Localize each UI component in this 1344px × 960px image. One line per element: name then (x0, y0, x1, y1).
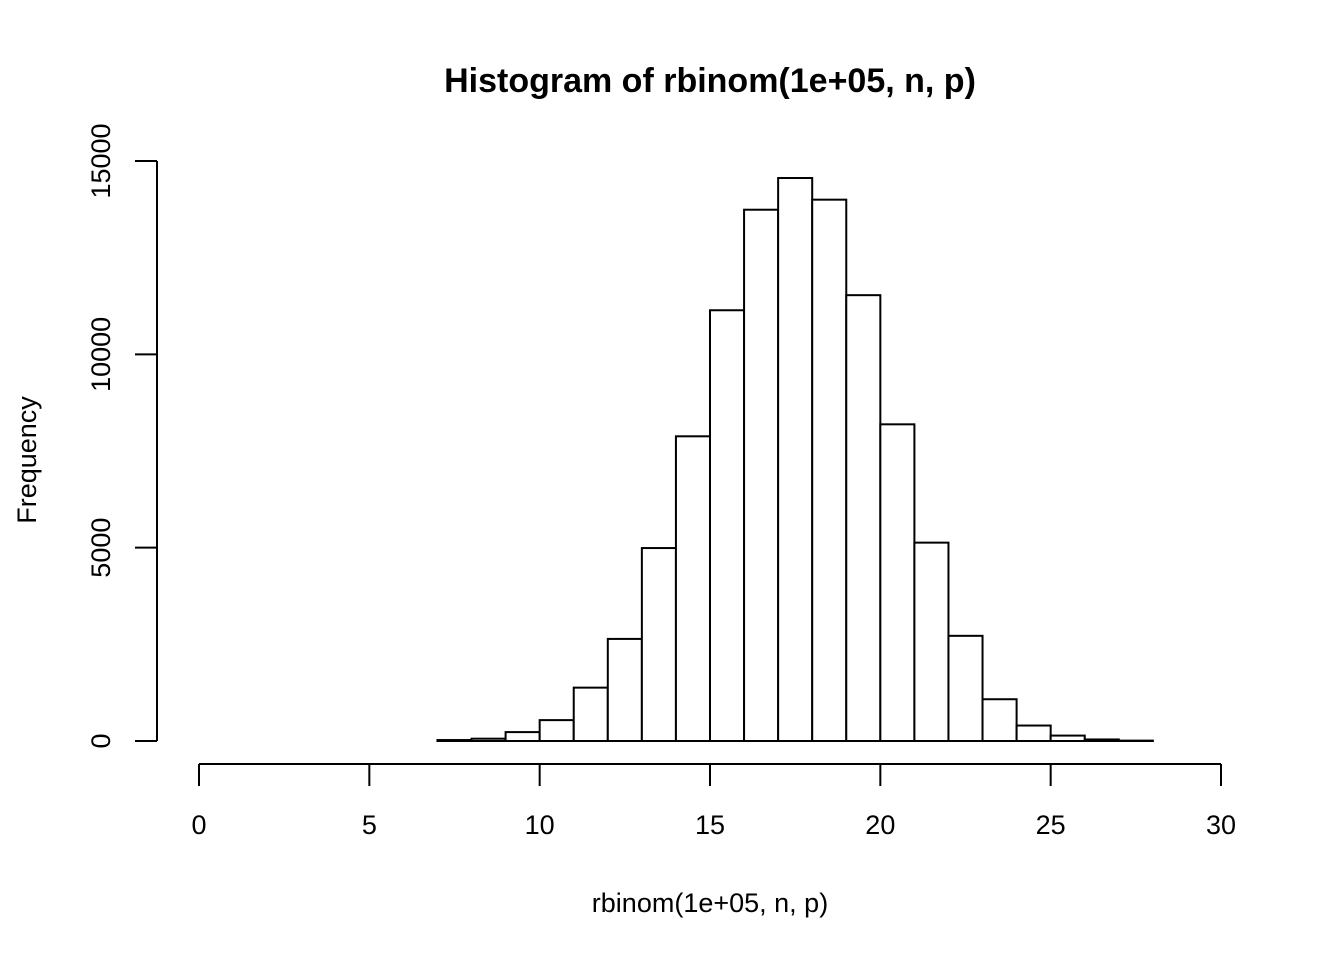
histogram-bar (436, 739, 473, 742)
y-axis: 0 5000 10000 15000 (86, 123, 158, 749)
y-tick-label: 15000 (86, 123, 116, 198)
bars-group (436, 177, 1154, 743)
histogram-bar (640, 547, 677, 743)
histogram-bar (504, 731, 541, 743)
histogram-bar (845, 294, 882, 742)
chart-title: Histogram of rbinom(1e+05, n, p) (444, 62, 976, 100)
x-tick-label: 5 (362, 810, 377, 840)
histogram-bar (1083, 738, 1120, 742)
histogram-bar (1015, 724, 1052, 742)
x-axis-label: rbinom(1e+05, n, p) (592, 888, 828, 918)
y-tick-label: 0 (86, 733, 116, 748)
histogram-bar (981, 698, 1018, 742)
y-tick-label: 10000 (86, 317, 116, 392)
x-tick-label: 10 (525, 810, 555, 840)
histogram-bar (674, 435, 712, 742)
histogram-bar (811, 198, 848, 742)
x-tick-label: 20 (865, 810, 895, 840)
x-tick-label: 15 (695, 810, 725, 840)
x-tick-label: 25 (1036, 810, 1066, 840)
histogram-bar (777, 177, 814, 743)
histogram-bar (879, 423, 916, 742)
histogram-bar (947, 634, 984, 742)
histogram-bar (743, 208, 780, 743)
histogram-bar (1049, 734, 1086, 743)
histogram-bar (538, 719, 575, 742)
histogram-bar (913, 541, 950, 743)
y-axis-label: Frequency (12, 396, 42, 524)
histogram-bar (709, 309, 746, 742)
histogram-bar (572, 686, 609, 743)
x-axis: 0 5 10 15 20 25 30 (191, 763, 1236, 840)
x-tick-label: 30 (1206, 810, 1236, 840)
histogram-bar (470, 737, 507, 742)
histogram-bar (606, 637, 643, 742)
x-tick-label: 0 (191, 810, 206, 840)
y-tick-label: 5000 (86, 518, 116, 578)
